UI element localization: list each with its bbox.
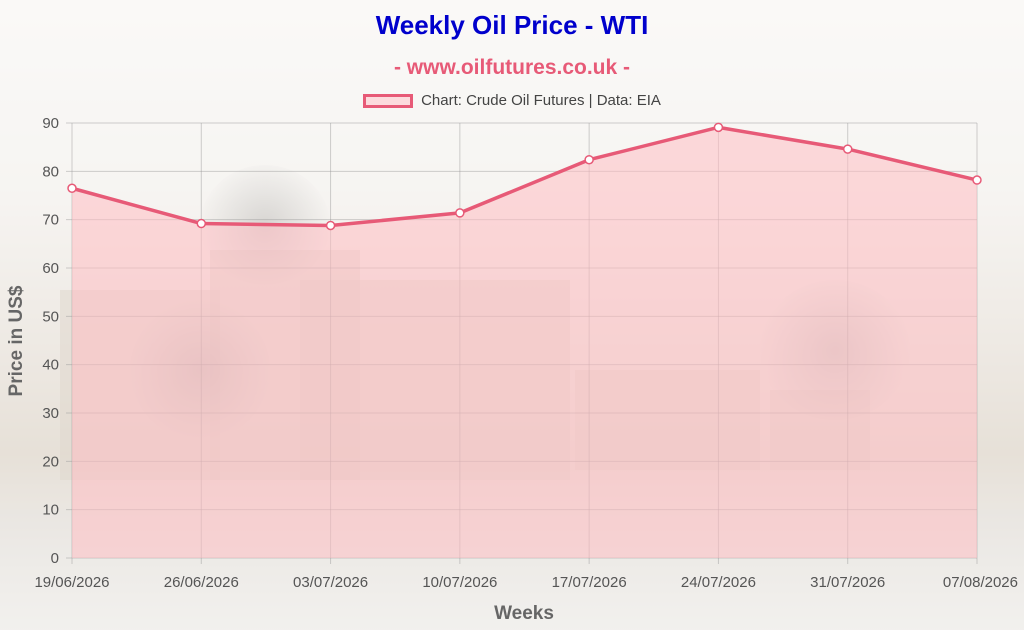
data-point[interactable] <box>325 220 336 231</box>
y-tick-label: 80 <box>42 163 59 180</box>
y-tick-label: 40 <box>42 357 59 374</box>
x-tick-label: 10/07/2026 <box>422 574 497 591</box>
x-tick-label: 26/06/2026 <box>164 574 239 591</box>
chart-subtitle: - www.oilfutures.co.uk - <box>393 56 631 79</box>
chart-legend[interactable]: Chart: Crude Oil Futures | Data: EIA <box>0 92 1024 109</box>
y-tick-label: 70 <box>42 212 59 229</box>
y-tick-label: 90 <box>42 115 59 132</box>
x-axis-title: Weeks <box>494 603 554 624</box>
y-tick-label: 50 <box>42 308 59 325</box>
x-tick-label: 17/07/2026 <box>552 574 627 591</box>
data-point[interactable] <box>842 144 853 154</box>
data-point[interactable] <box>584 154 594 165</box>
y-tick-label: 60 <box>42 260 59 277</box>
data-point[interactable] <box>196 218 207 229</box>
data-points <box>67 122 982 231</box>
chart-title: Weekly Oil Price - WTI <box>375 10 649 40</box>
x-tick-label: 07/08/2026 <box>943 574 1018 591</box>
x-tick-label: 03/07/2026 <box>293 574 368 591</box>
x-axis-ticks: 19/06/2026 26/06/2026 03/07/2026 10/07/2026… <box>34 574 1018 591</box>
y-tick-label: 30 <box>42 405 59 422</box>
y-tick-label: 10 <box>42 502 59 519</box>
legend-swatch <box>363 93 414 108</box>
y-axis-title: Price in US$ <box>6 285 27 396</box>
data-point[interactable] <box>455 208 465 218</box>
area-fill <box>72 127 977 558</box>
x-tick-label: 19/06/2026 <box>34 574 109 591</box>
series-line <box>71 125 978 228</box>
legend-label: Chart: Crude Oil Futures | Data: EIA <box>421 92 661 109</box>
x-tick-label: 31/07/2026 <box>810 574 885 591</box>
data-point[interactable] <box>713 122 724 133</box>
y-axis-ticks: 0 10 20 30 40 50 60 70 80 90 <box>42 115 59 567</box>
data-point[interactable] <box>67 183 77 193</box>
y-tick-label: 20 <box>42 453 59 470</box>
data-point[interactable] <box>972 175 982 185</box>
x-tick-label: 24/07/2026 <box>681 574 756 591</box>
y-tick-label: 0 <box>51 550 59 567</box>
